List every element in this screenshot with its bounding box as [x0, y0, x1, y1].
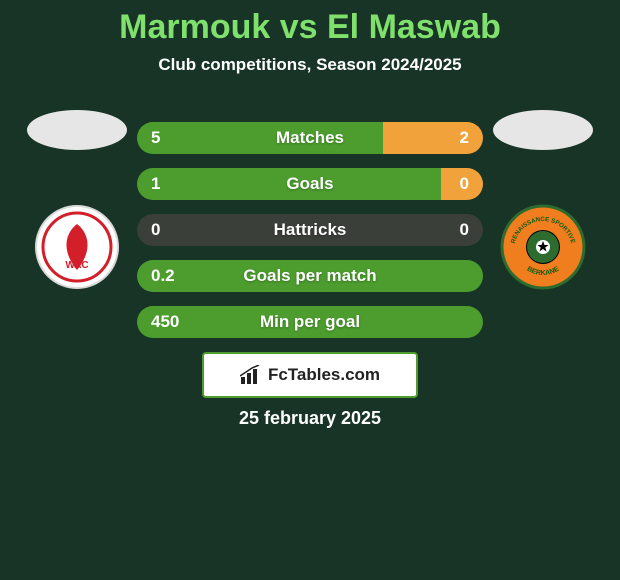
bar-value-right: 2 [460, 128, 469, 148]
stat-bars: Matches52Goals10Hattricks00Goals per mat… [137, 110, 483, 338]
bar-label: Hattricks [137, 220, 483, 240]
club-logo-right: RENAISSANCE SPORTIVE BERKANE [500, 204, 586, 290]
bar-value-left: 450 [151, 312, 179, 332]
bar-value-left: 5 [151, 128, 160, 148]
bar-value-left: 0 [151, 220, 160, 240]
stat-bar-hattricks: Hattricks0 0 [137, 214, 483, 246]
bar-label: Min per goal [137, 312, 483, 332]
bar-value-right: 0 [460, 220, 469, 240]
bar-value-right: 0 [460, 174, 469, 194]
player-left-col: WAC [17, 110, 137, 290]
footer-date: 25 february 2025 [0, 408, 620, 429]
page-title: Marmouk vs El Maswab [0, 0, 620, 47]
club-logo-left: WAC [34, 204, 120, 290]
stat-bar-matches: Matches5 2 [137, 122, 483, 154]
brand-badge: FcTables.com [202, 352, 418, 398]
player-silhouette-right [493, 110, 593, 150]
comparison-card: Marmouk vs El Maswab Club competitions, … [0, 0, 620, 580]
player-silhouette-left [27, 110, 127, 150]
club-logo-left-svg: WAC [34, 204, 120, 290]
bar-value-left: 0.2 [151, 266, 175, 286]
bar-label: Matches [137, 128, 483, 148]
stat-bar-goals-per-match: Goals per match0.2 [137, 260, 483, 292]
stat-bar-goals: Goals1 0 [137, 168, 483, 200]
player-right-col: RENAISSANCE SPORTIVE BERKANE [483, 110, 603, 290]
svg-text:WAC: WAC [65, 260, 88, 271]
stat-bar-min-per-goal: Min per goal450 [137, 306, 483, 338]
bar-label: Goals per match [137, 266, 483, 286]
club-logo-right-svg: RENAISSANCE SPORTIVE BERKANE [500, 204, 586, 290]
bar-label: Goals [137, 174, 483, 194]
brand-text: FcTables.com [268, 365, 380, 385]
bar-chart-icon [240, 365, 262, 385]
content-row: WAC Matches52Goals10Hattricks00Goals per… [0, 110, 620, 338]
subtitle: Club competitions, Season 2024/2025 [0, 55, 620, 75]
bar-value-left: 1 [151, 174, 160, 194]
